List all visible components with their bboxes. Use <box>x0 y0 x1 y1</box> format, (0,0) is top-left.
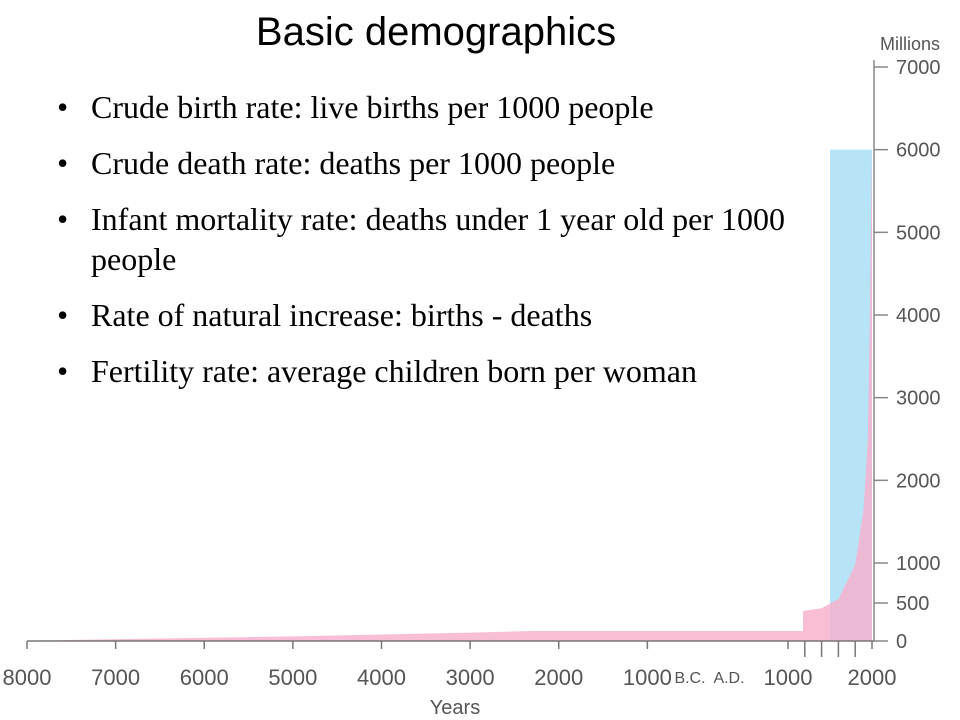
bullet-text: Rate of natural increase: births - death… <box>91 297 593 333</box>
x-tick-label: 3000 <box>446 665 495 690</box>
x-tick-label: 1000 <box>623 665 672 690</box>
y-tick-label: 4000 <box>896 305 941 327</box>
slide-title: Basic demographics <box>255 9 617 54</box>
y-tick-label: 500 <box>896 593 929 615</box>
x-tick-label: 8000 <box>3 665 52 690</box>
bullet-text: Fertility rate: average children born pe… <box>91 353 697 389</box>
era-label-bc: B.C. <box>674 670 705 687</box>
x-axis-title: Years <box>430 697 480 719</box>
bullet-item: • Rate of natural increase: births - deat… <box>57 295 789 335</box>
x-tick-label: 4000 <box>357 665 406 690</box>
bullet-marker: • <box>57 89 69 125</box>
y-tick-label: 2000 <box>896 470 941 492</box>
bullet-text: Infant mortality rate: deaths under 1 ye… <box>91 201 785 277</box>
bullet-marker: • <box>57 297 69 333</box>
title-panel: Basic demographics <box>75 0 797 64</box>
bullet-item: • Crude birth rate: live births per 1000 … <box>57 87 789 127</box>
y-tick-label: 3000 <box>896 388 941 410</box>
y-tick-label: 5000 <box>896 222 941 244</box>
x-tick-label: 7000 <box>91 665 140 690</box>
bullet-item: • Infant mortality rate: deaths under 1 y… <box>57 199 789 279</box>
y-tick-label: 6000 <box>896 140 941 162</box>
x-tick-label: 6000 <box>180 665 229 690</box>
y-axis-title: Millions <box>880 34 940 54</box>
bullet-item: • Fertility rate: average children born p… <box>57 351 789 391</box>
y-tick-label: 7000 <box>896 57 941 79</box>
bullet-list: • Crude birth rate: live births per 1000 … <box>57 87 789 407</box>
bullet-text: Crude death rate: deaths per 1000 people <box>91 145 616 181</box>
bullet-text: Crude birth rate: live births per 1000 p… <box>91 89 654 125</box>
x-tick-label: 2000 <box>848 665 897 690</box>
x-tick-label: 1000 <box>764 665 813 690</box>
bullet-panel: • Crude birth rate: live births per 1000 … <box>45 75 803 631</box>
x-tick-label: 5000 <box>268 665 317 690</box>
y-tick-label: 0 <box>896 631 907 653</box>
x-tick-label: 2000 <box>534 665 583 690</box>
bullet-item: • Crude death rate: deaths per 1000 peopl… <box>57 143 789 183</box>
y-tick-label: 1000 <box>896 553 941 575</box>
bullet-marker: • <box>57 353 69 389</box>
era-label-ad: A.D. <box>713 670 744 687</box>
bullet-marker: • <box>57 145 69 181</box>
bullet-marker: • <box>57 201 69 237</box>
